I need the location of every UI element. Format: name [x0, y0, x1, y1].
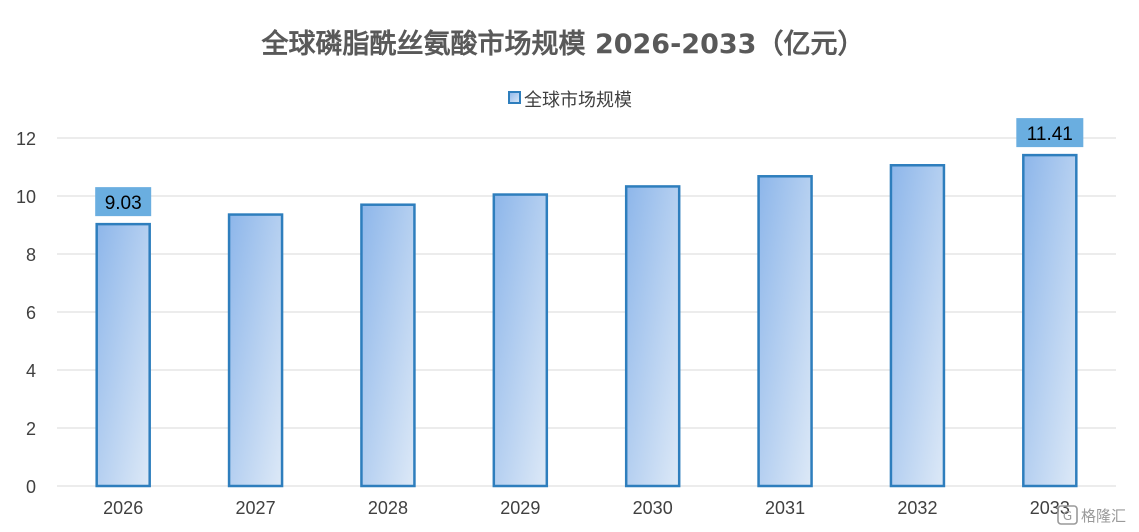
- watermark-text: 格隆汇: [1081, 507, 1126, 525]
- svg-text:G: G: [1063, 509, 1072, 523]
- bar: [889, 164, 946, 488]
- logo-icon: G: [1057, 505, 1078, 525]
- y-tick-label: 12: [16, 129, 36, 149]
- x-tick-label: 2029: [500, 498, 540, 518]
- y-tick-label: 10: [16, 187, 36, 207]
- x-tick-label: 2027: [236, 498, 276, 518]
- x-tick-label: 2031: [765, 498, 805, 518]
- x-tick-label: 2030: [633, 498, 673, 518]
- y-tick-label: 6: [26, 303, 36, 323]
- y-tick-label: 2: [26, 419, 36, 439]
- bars: [95, 153, 1078, 488]
- legend: 全球市场规模: [508, 90, 632, 111]
- bar: [757, 175, 813, 488]
- legend-swatch: [508, 91, 521, 104]
- bar: [624, 185, 681, 488]
- data-label-box: [95, 187, 152, 217]
- y-tick-label: 8: [26, 245, 36, 265]
- data-label: 9.03: [105, 193, 142, 214]
- watermark: G 格隆汇: [1057, 505, 1126, 525]
- y-axis-ticks: 0 2 4 6 8 10 12: [16, 129, 36, 497]
- gridlines: [57, 137, 1116, 487]
- y-tick-label: 4: [26, 361, 36, 381]
- x-axis-ticks: 2026 2027 2028 2029 2030 2031 2032 2033: [103, 498, 1070, 518]
- bar: [1022, 153, 1078, 488]
- legend-label: 全球市场规模: [524, 90, 632, 111]
- bar: [492, 193, 549, 488]
- x-tick-label: 2032: [897, 498, 937, 518]
- data-labels: 9.03 11.41: [95, 118, 1084, 217]
- data-label-box: [1016, 118, 1084, 148]
- x-tick-label: 2026: [103, 498, 143, 518]
- chart-title: 全球磷脂酰丝氨酸市场规模 2026-2033（亿元）: [261, 28, 865, 60]
- bar: [227, 213, 284, 488]
- x-tick-label: 2033: [1030, 498, 1070, 518]
- x-tick-label: 2028: [368, 498, 408, 518]
- bar: [360, 203, 416, 488]
- bar: [95, 222, 151, 488]
- y-tick-label: 0: [26, 477, 36, 497]
- data-label: 11.41: [1027, 124, 1073, 145]
